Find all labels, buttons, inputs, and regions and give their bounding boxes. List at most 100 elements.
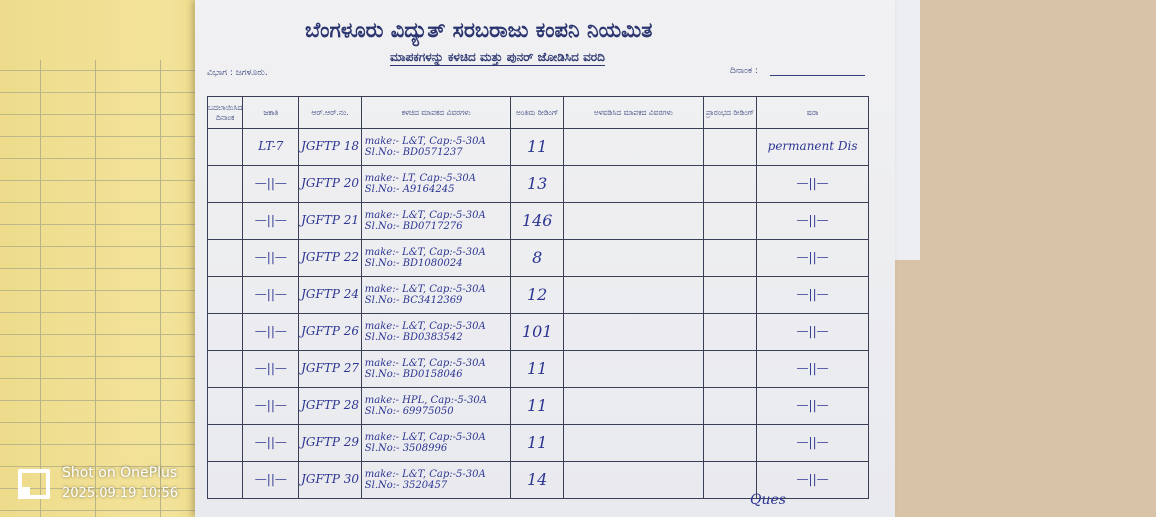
table-row: —||— JGFTP 26 make:- L&T, Cap:-5-30A Sl.N… <box>206 313 869 351</box>
final-reading-cell: 12 <box>510 276 564 314</box>
rr-number-cell: JGFTP 29 <box>298 424 362 462</box>
notebook-column-line <box>160 60 161 517</box>
form-subtitle: ಮಾಪಕಗಳನ್ನು ಕಳಚಿದ ಮತ್ತು ಪುನರ್ ಜೋಡಿಸಿದ ವರದ… <box>390 50 605 66</box>
remarks-cell: —||— <box>756 202 869 240</box>
tariff-cell: LT-7 <box>242 128 300 166</box>
removed-meter-details: make:- L&T, Cap:-5-30A Sl.No:- BD0383542 <box>360 313 512 351</box>
column-header: ಅಂತಿಮ ರೀಡಿಂಗ್ <box>510 96 564 129</box>
notebook-rule <box>0 92 200 93</box>
meter-make: make:- L&T, Cap:-5-30A <box>364 357 486 369</box>
notebook-rule <box>0 268 200 269</box>
notebook-rule <box>0 422 200 423</box>
column-header: ಆರ್.ಆರ್.ನಂ. <box>298 96 362 129</box>
rr-number-cell: JGFTP 22 <box>298 239 362 277</box>
rr-number-cell: JGFTP 18 <box>298 128 362 166</box>
meter-make: make:- L&T, Cap:-5-30A <box>364 135 486 147</box>
meter-make: make:- L&T, Cap:-5-30A <box>364 209 486 221</box>
signature: Ques <box>750 492 786 508</box>
removed-meter-details: make:- L&T, Cap:-5-30A Sl.No:- BD0571237 <box>360 128 512 166</box>
form-sheet: ಬೆಂಗಳೂರು ವಿದ್ಯುತ್ ಸರಬರಾಜು ಕಂಪನಿ ನಿಯಮಿತ ಮ… <box>195 0 895 517</box>
meter-make: make:- L&T, Cap:-5-30A <box>364 246 486 258</box>
table-row: —||— JGFTP 21 make:- L&T, Cap:-5-30A Sl.N… <box>206 202 869 240</box>
date-cell <box>206 313 244 351</box>
notebook-rule <box>0 334 200 335</box>
notebook-rule <box>0 488 200 489</box>
tariff-cell: —||— <box>242 387 300 425</box>
notebook-rule <box>0 444 200 445</box>
notebook-rule <box>0 224 200 225</box>
meter-serial: Sl.No:- BD0158046 <box>364 369 463 380</box>
column-header: ಷರಾ <box>756 96 869 129</box>
tariff-cell: —||— <box>242 350 300 388</box>
final-reading-cell: 11 <box>510 128 564 166</box>
notebook-column-line <box>95 60 96 517</box>
date-cell <box>206 350 244 388</box>
tariff-cell: —||— <box>242 165 300 203</box>
removed-meter-details: make:- L&T, Cap:-5-30A Sl.No:- 3520457 <box>360 461 512 499</box>
notebook-rule <box>0 466 200 467</box>
final-reading-cell: 11 <box>510 350 564 388</box>
rr-number-cell: JGFTP 28 <box>298 387 362 425</box>
removed-meter-details: make:- L&T, Cap:-5-30A Sl.No:- BC3412369 <box>360 276 512 314</box>
meter-serial: Sl.No:- BD0383542 <box>364 332 463 343</box>
date-cell <box>206 461 244 499</box>
meter-make: make:- L&T, Cap:-5-30A <box>364 431 486 443</box>
meter-make: make:- L&T, Cap:-5-30A <box>364 320 486 332</box>
notebook-rule <box>0 70 200 71</box>
division-label: ವಿಭಾಗ : ಜಗಳೂರು. <box>207 68 268 78</box>
notebook-rule <box>0 158 200 159</box>
date-cell <box>206 165 244 203</box>
date-cell <box>206 276 244 314</box>
column-header: ಪ್ರಾರಂಭದ ರೀಡಿಂಗ್ <box>702 96 758 129</box>
meter-make: make:- L&T, Cap:-5-30A <box>364 468 486 480</box>
installed-meter-cell <box>562 350 704 388</box>
final-reading-cell: 14 <box>510 461 564 499</box>
table-row: —||— JGFTP 22 make:- L&T, Cap:-5-30A Sl.N… <box>206 239 869 277</box>
notebook-rule <box>0 400 200 401</box>
notebook-rule <box>0 114 200 115</box>
removed-meter-details: make:- L&T, Cap:-5-30A Sl.No:- BD0158046 <box>360 350 512 388</box>
date-label: ದಿನಾಂಕ : <box>730 66 758 76</box>
meter-make: make:- HPL, Cap:-5-30A <box>364 394 488 406</box>
initial-reading-cell <box>702 387 758 425</box>
tariff-cell: —||— <box>242 202 300 240</box>
remarks-cell: permanent Dis <box>756 128 869 166</box>
initial-reading-cell <box>702 165 758 203</box>
table-row: —||— JGFTP 30 make:- L&T, Cap:-5-30A Sl.N… <box>206 461 869 499</box>
date-cell <box>206 202 244 240</box>
removed-meter-details: make:- L&T, Cap:-5-30A Sl.No:- BD1080024 <box>360 239 512 277</box>
rr-number-cell: JGFTP 27 <box>298 350 362 388</box>
notebook-rule <box>0 202 200 203</box>
tariff-cell: —||— <box>242 461 300 499</box>
tariff-cell: —||— <box>242 313 300 351</box>
date-cell <box>206 424 244 462</box>
meter-serial: Sl.No:- BD0571237 <box>364 147 463 158</box>
meter-serial: Sl.No:- BD0717276 <box>364 221 463 232</box>
column-header: ಜಕಾತಿ <box>242 96 300 129</box>
notebook-rule <box>0 136 200 137</box>
installed-meter-cell <box>562 424 704 462</box>
final-reading-cell: 11 <box>510 424 564 462</box>
tariff-cell: —||— <box>242 239 300 277</box>
meter-serial: Sl.No:- 3520457 <box>364 480 448 491</box>
installed-meter-cell <box>562 165 704 203</box>
date-cell <box>206 128 244 166</box>
meter-serial: Sl.No:- A9164245 <box>364 184 455 195</box>
remarks-cell: —||— <box>756 424 869 462</box>
remarks-cell: —||— <box>756 350 869 388</box>
date-cell <box>206 239 244 277</box>
rr-number-cell: JGFTP 24 <box>298 276 362 314</box>
oneplus-logo-icon <box>18 469 50 499</box>
initial-reading-cell <box>702 461 758 499</box>
initial-reading-cell <box>702 313 758 351</box>
notebook-rule <box>0 180 200 181</box>
meter-make: make:- L&T, Cap:-5-30A <box>364 283 486 295</box>
column-header: ಬದಲಾಯಿಸಿದ ದಿನಾಂಕ <box>206 96 244 129</box>
table-row: —||— JGFTP 20 make:- LT, Cap:-5-30A Sl.No… <box>206 165 869 203</box>
final-reading-cell: 11 <box>510 387 564 425</box>
removed-meter-details: make:- HPL, Cap:-5-30A Sl.No:- 69975050 <box>360 387 512 425</box>
notebook-rule <box>0 356 200 357</box>
table-row: —||— JGFTP 24 make:- L&T, Cap:-5-30A Sl.N… <box>206 276 869 314</box>
initial-reading-cell <box>702 424 758 462</box>
date-line <box>770 75 865 76</box>
